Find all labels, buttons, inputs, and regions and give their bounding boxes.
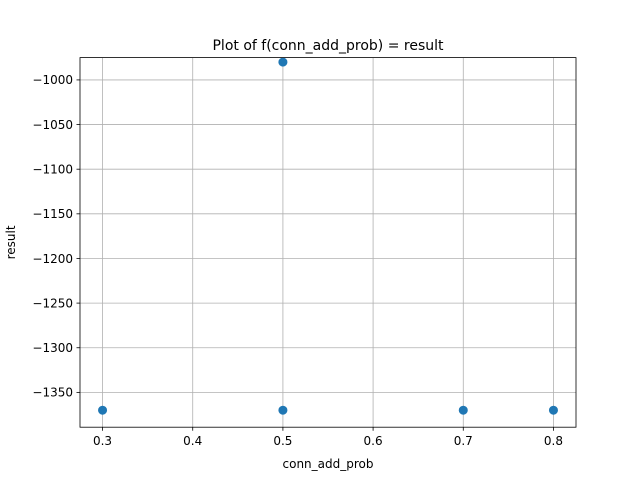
- x-axis-label: conn_add_prob: [283, 457, 374, 471]
- x-tick-label: 0.4: [183, 434, 202, 448]
- x-tick-label: 0.5: [273, 434, 292, 448]
- y-tick-label: −1250: [32, 296, 73, 310]
- x-tick-label: 0.7: [454, 434, 473, 448]
- y-axis-ticks: −1000 −1050 −1100 −1150 −1200 −1250 −1300 −1350: [32, 73, 80, 400]
- y-tick-label: −1200: [32, 252, 73, 266]
- data-points: [98, 57, 558, 415]
- x-tick-label: 0.3: [93, 434, 112, 448]
- chart-title: Plot of f(conn_add_prob) = result: [212, 38, 444, 54]
- x-axis-ticks: 0.3 0.4 0.5 0.6 0.7 0.8: [93, 427, 563, 448]
- y-tick-label: −1350: [32, 386, 73, 400]
- y-tick-label: −1050: [32, 118, 73, 132]
- y-tick-label: −1150: [32, 207, 73, 221]
- scatter-point: [278, 405, 288, 415]
- plot-frame: [79, 57, 577, 428]
- scatter-point: [278, 57, 288, 67]
- x-tick-label: 0.8: [544, 434, 563, 448]
- scatter-point: [98, 405, 108, 415]
- y-axis-label: result: [4, 225, 18, 259]
- grid-lines: [80, 57, 576, 428]
- x-tick-label: 0.6: [364, 434, 383, 448]
- scatter-point: [458, 405, 468, 415]
- y-tick-label: −1000: [32, 73, 73, 87]
- scatter-point: [548, 405, 558, 415]
- y-tick-label: −1100: [32, 162, 73, 176]
- y-tick-label: −1300: [32, 341, 73, 355]
